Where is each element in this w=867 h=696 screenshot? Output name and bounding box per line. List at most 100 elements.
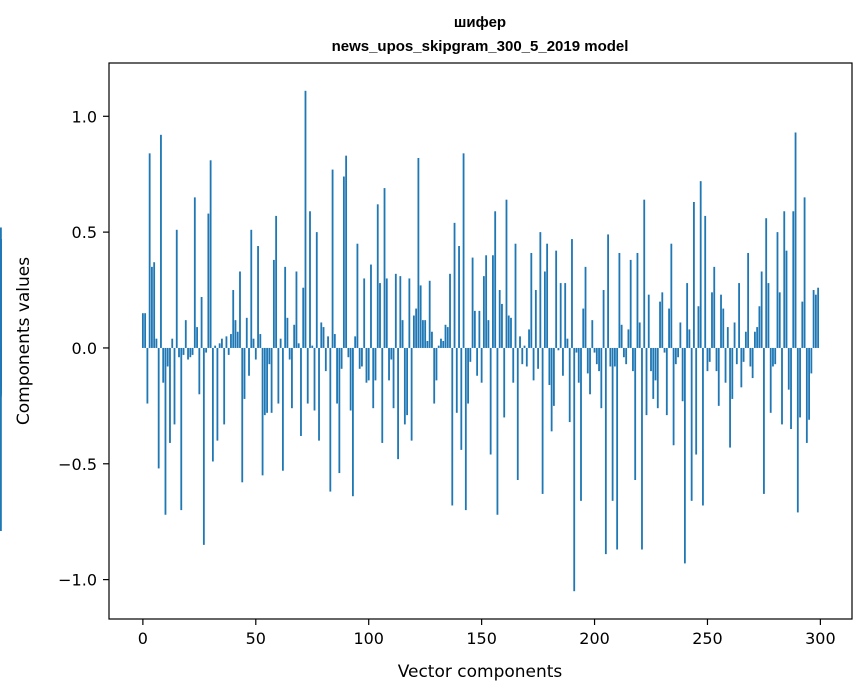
bar xyxy=(503,347,506,418)
bar xyxy=(733,322,736,348)
bar xyxy=(505,199,508,348)
bar xyxy=(507,315,510,348)
bar xyxy=(516,347,519,480)
bar xyxy=(765,218,768,348)
bar xyxy=(577,347,580,383)
bar xyxy=(309,211,311,348)
bar xyxy=(171,338,174,348)
bar xyxy=(354,336,357,348)
bar xyxy=(724,347,727,383)
bar xyxy=(277,347,280,404)
x-tick-label: 300 xyxy=(805,629,836,648)
bar xyxy=(537,347,539,369)
bar xyxy=(236,331,239,348)
bar xyxy=(623,347,625,358)
bar xyxy=(735,347,738,365)
bar xyxy=(604,347,607,555)
chart-subtitle: news_upos_skipgram_300_5_2019 model xyxy=(332,38,629,55)
bar xyxy=(559,283,562,348)
bar xyxy=(164,347,167,515)
bar xyxy=(744,331,747,348)
bar xyxy=(616,347,619,550)
bar xyxy=(390,347,393,360)
bar xyxy=(715,347,718,372)
bar xyxy=(747,252,750,348)
bar xyxy=(514,243,517,348)
bar xyxy=(252,338,255,348)
bar xyxy=(482,276,485,348)
bar xyxy=(776,232,779,348)
bar xyxy=(403,347,406,425)
bar xyxy=(742,347,745,362)
bar xyxy=(480,347,483,383)
bar xyxy=(794,132,797,348)
bar xyxy=(634,347,637,480)
bar xyxy=(281,347,284,471)
bar xyxy=(607,234,609,348)
bar xyxy=(191,347,194,355)
bar xyxy=(361,347,363,367)
bar xyxy=(636,252,639,348)
x-tick-label: 0 xyxy=(138,629,148,648)
bar xyxy=(374,347,377,381)
bar xyxy=(205,347,208,353)
bar xyxy=(428,280,431,348)
bar xyxy=(528,329,530,348)
bar xyxy=(534,290,537,348)
bar xyxy=(609,347,612,367)
bar xyxy=(288,347,291,360)
bar xyxy=(173,347,176,425)
bar xyxy=(686,283,689,348)
bar xyxy=(665,347,668,416)
x-tick-label: 150 xyxy=(466,629,497,648)
bar xyxy=(295,271,298,348)
bar xyxy=(659,301,661,348)
bar xyxy=(227,347,230,355)
bar xyxy=(241,347,244,483)
bar xyxy=(731,347,734,399)
bar xyxy=(189,347,192,358)
bar xyxy=(311,345,314,348)
bar xyxy=(372,347,375,409)
bar xyxy=(306,347,309,404)
bar xyxy=(291,347,293,409)
bar xyxy=(331,169,334,348)
bar xyxy=(302,287,305,348)
bar xyxy=(272,259,275,348)
bar xyxy=(324,347,327,372)
bar xyxy=(695,347,698,455)
bar xyxy=(0,239,2,348)
bar xyxy=(812,290,815,348)
bar xyxy=(225,336,228,348)
bar xyxy=(717,347,720,406)
bar xyxy=(586,347,589,374)
bar xyxy=(451,347,454,506)
bar xyxy=(647,294,650,348)
bar xyxy=(304,90,307,348)
bar xyxy=(629,259,632,348)
bar xyxy=(243,347,246,399)
bar xyxy=(293,324,296,348)
bar xyxy=(467,347,469,404)
bar xyxy=(184,320,187,348)
bar xyxy=(431,331,433,348)
bar xyxy=(379,283,381,348)
bar xyxy=(726,327,729,348)
x-tick-label: 200 xyxy=(579,629,610,648)
bar xyxy=(498,290,501,348)
bar xyxy=(297,343,300,348)
bar xyxy=(650,347,652,372)
bar xyxy=(442,341,445,348)
bar xyxy=(268,347,271,365)
bar xyxy=(338,347,341,474)
bar xyxy=(749,347,752,367)
bar xyxy=(591,320,594,348)
bar xyxy=(519,336,521,348)
bar xyxy=(801,301,804,348)
bar xyxy=(0,347,2,531)
bar xyxy=(708,347,711,362)
bar xyxy=(347,347,350,358)
bar-series xyxy=(0,90,820,592)
bar xyxy=(808,347,810,420)
bar xyxy=(214,345,217,348)
